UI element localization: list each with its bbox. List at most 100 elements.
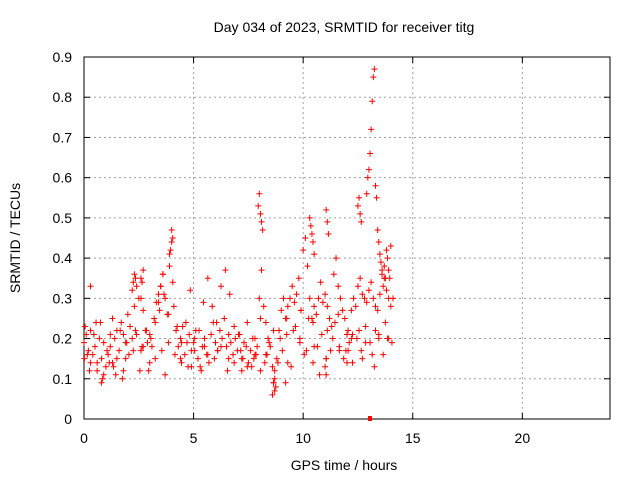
data-point <box>381 263 388 270</box>
data-point <box>87 327 94 334</box>
data-point <box>311 251 318 258</box>
data-point <box>283 331 290 338</box>
data-point <box>152 319 159 326</box>
data-point <box>169 279 176 286</box>
data-point <box>369 98 376 105</box>
data-point <box>255 202 262 209</box>
data-point <box>283 315 290 322</box>
data-point <box>354 202 361 209</box>
data-point <box>274 359 281 366</box>
data-point <box>324 303 331 310</box>
data-point <box>96 335 103 342</box>
data-point <box>136 367 143 374</box>
data-point <box>100 339 107 346</box>
data-point <box>324 218 331 225</box>
data-point <box>200 299 207 306</box>
data-point <box>313 311 320 318</box>
data-point <box>303 347 310 354</box>
data-point <box>159 271 166 278</box>
data-point <box>190 339 197 346</box>
data-point <box>331 319 338 326</box>
data-point <box>386 275 393 282</box>
data-points <box>81 66 397 421</box>
data-point <box>258 218 265 225</box>
data-point <box>307 222 314 229</box>
data-point <box>341 315 348 322</box>
data-point <box>380 283 387 290</box>
data-point <box>173 327 180 334</box>
data-point <box>155 291 162 298</box>
data-point <box>117 327 124 334</box>
data-point <box>120 367 127 374</box>
data-point <box>284 303 291 310</box>
data-point <box>359 291 366 298</box>
data-point <box>238 367 245 374</box>
data-point <box>380 351 387 358</box>
data-point <box>205 359 212 366</box>
data-point <box>297 307 304 314</box>
data-point <box>271 367 278 374</box>
data-point <box>168 226 175 233</box>
data-point <box>162 295 169 302</box>
data-point <box>382 319 389 326</box>
data-point <box>169 235 176 241</box>
data-point <box>328 323 335 330</box>
data-point <box>269 391 276 398</box>
data-point <box>244 363 251 370</box>
data-point <box>284 359 291 366</box>
data-point <box>137 347 144 354</box>
data-point <box>94 359 101 366</box>
data-point <box>260 303 267 310</box>
y-tick-label: 0.6 <box>53 170 73 186</box>
data-point <box>98 355 105 362</box>
data-point <box>187 287 194 294</box>
data-point <box>186 331 193 338</box>
data-point <box>348 335 355 342</box>
data-point <box>368 126 375 133</box>
data-point <box>165 339 172 346</box>
data-point <box>304 263 311 270</box>
data-point <box>370 295 377 302</box>
data-point <box>225 355 232 362</box>
data-point <box>290 327 297 334</box>
data-point <box>322 363 329 370</box>
y-tick-label: 0.8 <box>53 89 73 105</box>
data-point <box>363 190 370 197</box>
data-point <box>231 323 238 330</box>
data-point <box>315 295 322 302</box>
data-point <box>158 347 165 354</box>
data-point <box>354 283 361 290</box>
data-point <box>91 343 98 350</box>
data-point <box>111 335 118 342</box>
data-point <box>87 283 94 290</box>
data-point <box>131 303 138 310</box>
data-point <box>213 319 220 326</box>
x-tick-label: 10 <box>295 430 311 446</box>
data-point <box>271 387 278 394</box>
data-point <box>208 331 215 338</box>
data-point <box>308 230 315 237</box>
data-point <box>345 327 352 334</box>
data-point <box>311 343 318 350</box>
data-point <box>372 182 379 189</box>
data-point <box>345 347 352 354</box>
data-point <box>191 335 198 342</box>
data-point <box>204 275 211 282</box>
data-point <box>276 327 283 334</box>
data-point <box>288 363 295 370</box>
data-point <box>302 235 309 241</box>
data-point <box>335 283 342 290</box>
axis-ticks: 0 0.1 0.2 0.3 0.4 0.5 0.6 0.7 0.8 0.9 0 5 10 15 20 <box>53 49 610 446</box>
data-point <box>102 363 109 370</box>
data-point <box>139 279 146 286</box>
data-point <box>353 335 360 342</box>
data-point <box>257 315 264 322</box>
data-point <box>162 371 169 378</box>
data-point <box>123 339 130 346</box>
data-point <box>316 371 323 378</box>
data-point <box>267 343 274 350</box>
data-point <box>270 379 277 386</box>
data-point <box>133 331 140 338</box>
data-point <box>370 74 377 81</box>
data-point <box>310 239 317 246</box>
